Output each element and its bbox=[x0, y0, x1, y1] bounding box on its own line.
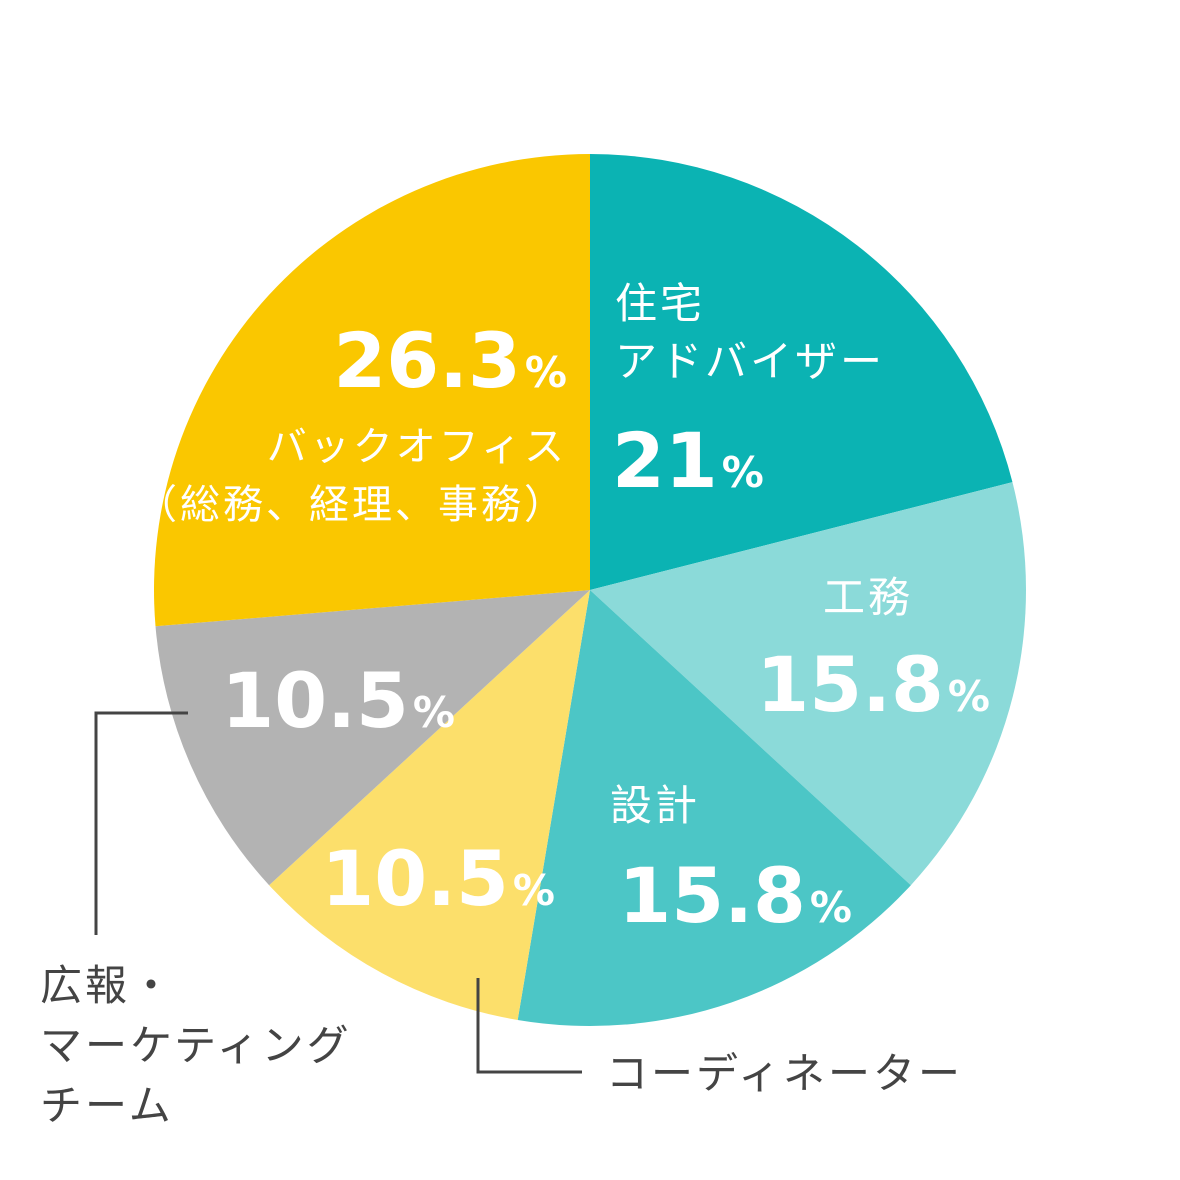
slice-value-percent: % bbox=[413, 688, 455, 737]
slice-value-number: 15.8 bbox=[618, 851, 806, 940]
callout-line-3 bbox=[476, 978, 582, 1074]
slice-value-percent: % bbox=[513, 866, 555, 915]
slice-value-1: 15.8% bbox=[756, 640, 990, 729]
slice-label-0: 住宅アドバイザー bbox=[615, 279, 885, 386]
slice-value-percent: % bbox=[948, 672, 990, 721]
pie-slice-0 bbox=[590, 154, 1013, 590]
slice-value-3: 10.5% bbox=[321, 834, 555, 923]
slice-label-line: バックオフィス bbox=[267, 424, 567, 470]
slice-label-3: コーディネーター bbox=[606, 1049, 963, 1098]
slice-label-4: 広報・マーケティングチーム bbox=[40, 961, 352, 1130]
slice-label-line: アドバイザー bbox=[615, 337, 885, 386]
pie-slice-4 bbox=[155, 590, 590, 886]
slice-label-line: （総務、経理、事務） bbox=[137, 482, 567, 528]
slice-label-line: 住宅 bbox=[615, 279, 705, 328]
slice-value-number: 15.8 bbox=[756, 640, 944, 729]
pie-slice-1 bbox=[590, 482, 1027, 886]
slice-value-number: 26.3 bbox=[333, 316, 521, 405]
pie-slice-2 bbox=[517, 590, 911, 1027]
slice-label-line: コーディネーター bbox=[606, 1049, 963, 1098]
slice-label-1: 工務 bbox=[823, 573, 913, 622]
slice-value-0: 21% bbox=[612, 416, 764, 505]
slice-value-percent: % bbox=[525, 348, 567, 397]
slice-value-percent: % bbox=[810, 883, 852, 932]
slice-label-line: マーケティング bbox=[40, 1021, 352, 1070]
slice-value-number: 21 bbox=[612, 416, 718, 505]
slice-label-line: 設計 bbox=[610, 781, 700, 830]
slice-value-5: 26.3% bbox=[333, 316, 567, 405]
pie-slice-5 bbox=[153, 154, 590, 627]
slice-label-5: バックオフィス （総務、経理、事務） bbox=[137, 424, 567, 528]
slice-label-line: チーム bbox=[40, 1081, 174, 1130]
slice-value-number: 10.5 bbox=[221, 656, 409, 745]
slice-value-percent: % bbox=[722, 448, 764, 497]
slice-value-2: 15.8% bbox=[618, 851, 852, 940]
slice-label-line: 広報・ bbox=[40, 961, 175, 1010]
slice-value-4: 10.5% bbox=[221, 656, 455, 745]
slice-label-line: 工務 bbox=[823, 573, 913, 622]
pie-slice-3 bbox=[269, 590, 590, 1020]
slice-value-number: 10.5 bbox=[321, 834, 509, 923]
slice-label-2: 設計 bbox=[610, 781, 700, 830]
callout-line-4 bbox=[94, 711, 188, 935]
